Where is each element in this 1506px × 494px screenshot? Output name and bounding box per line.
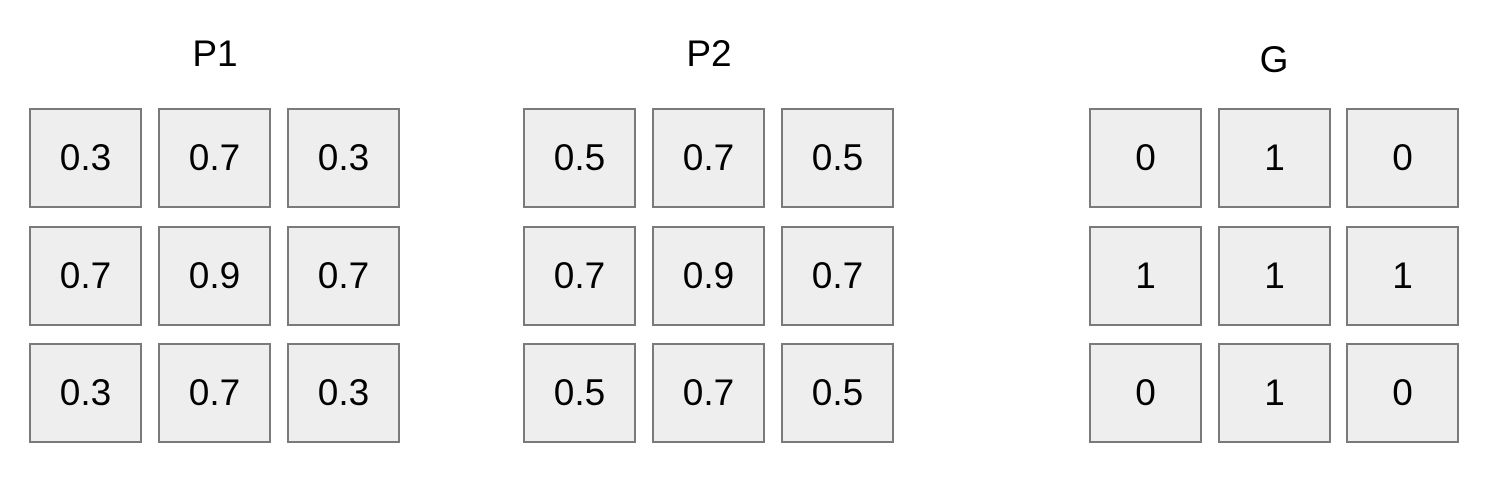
matrix-cell: 0.5 bbox=[781, 343, 894, 443]
matrix-cell: 1 bbox=[1218, 108, 1331, 208]
matrix-cell: 0.9 bbox=[158, 226, 271, 326]
matrix-cell: 0.5 bbox=[781, 108, 894, 208]
matrix-cell: 1 bbox=[1346, 226, 1459, 326]
matrix-cell: 0.5 bbox=[523, 343, 636, 443]
matrix-cell: 0.7 bbox=[781, 226, 894, 326]
matrix-cell: 0.7 bbox=[523, 226, 636, 326]
matrix-cell: 1 bbox=[1218, 226, 1331, 326]
matrix-cell: 0.9 bbox=[652, 226, 765, 326]
matrix-title-p2: P2 bbox=[686, 33, 732, 74]
matrix-cell: 0.3 bbox=[287, 343, 400, 443]
matrix-cell: 0.7 bbox=[158, 343, 271, 443]
matrix-cell: 0 bbox=[1089, 108, 1202, 208]
matrix-cell: 0.3 bbox=[287, 108, 400, 208]
matrix-cell: 0.7 bbox=[652, 108, 765, 208]
matrix-cell: 1 bbox=[1089, 226, 1202, 326]
matrix-cell: 1 bbox=[1218, 343, 1331, 443]
matrix-cell: 0.3 bbox=[29, 108, 142, 208]
matrix-title-p1: P1 bbox=[192, 33, 238, 74]
matrix-cell: 0 bbox=[1346, 343, 1459, 443]
matrix-cell: 0 bbox=[1089, 343, 1202, 443]
matrix-title-g: G bbox=[1259, 39, 1289, 80]
matrix-cell: 0 bbox=[1346, 108, 1459, 208]
matrix-cell: 0.5 bbox=[523, 108, 636, 208]
matrix-cell: 0.7 bbox=[158, 108, 271, 208]
matrix-cell: 0.7 bbox=[287, 226, 400, 326]
matrix-cell: 0.3 bbox=[29, 343, 142, 443]
matrix-cell: 0.7 bbox=[29, 226, 142, 326]
matrix-cell: 0.7 bbox=[652, 343, 765, 443]
